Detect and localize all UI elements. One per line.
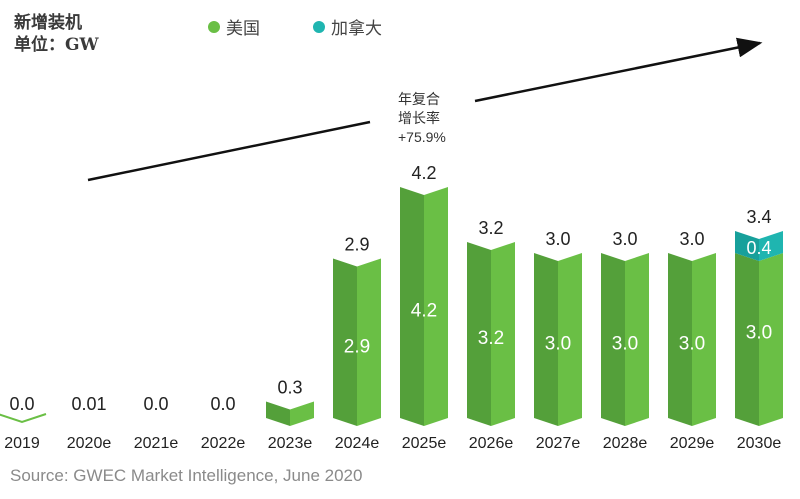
cagr-annotation: 年复合 增长率 +75.9% [398,90,446,147]
legend-label-us: 美国 [226,19,260,38]
bar-us-2029e-right-face [692,253,716,426]
total-label-2030e: 3.4 [746,207,771,227]
total-label-2027e: 3.0 [545,229,570,249]
bar-us-2026e-left-face [467,242,491,426]
total-label-2028e: 3.0 [612,229,637,249]
x-tick-label-2025e: 2025e [402,435,447,452]
total-label-2029e: 3.0 [679,229,704,249]
cagr-value: +75.9% [398,129,446,145]
bar-canada-2030e-left-face [735,231,759,261]
x-tick-label-2019: 2019 [4,435,40,452]
bar-canada-2030e-right-face [759,231,783,261]
total-label-2024e: 2.9 [344,235,369,255]
bar-us-2028e-right-face [625,253,649,426]
bar-us-2026e-right-face [491,242,515,426]
bar-us-2030e-right-face [759,253,783,426]
x-tick-label-2030e: 2030e [737,435,782,452]
total-label-2026e: 3.2 [478,218,503,238]
inner-label-us-2028e: 3.0 [612,334,638,355]
inner-label-canada-2030e: 0.4 [746,238,771,258]
title-line-1: 新增装机 [14,13,82,33]
bar-us-2024e-right-face [357,258,381,426]
x-tick-label-2027e: 2027e [536,435,581,452]
legend-label-canada: 加拿大 [331,19,382,38]
bar-us-2025e-left-face [400,187,424,426]
bar-us-2029e-left-face [668,253,692,426]
x-tick-label-2026e: 2026e [469,435,514,452]
legend-dot-canada-icon [313,20,325,33]
x-tick-label-2022e: 2022e [201,435,246,452]
inner-label-us-2030e: 3.0 [746,323,772,344]
cagr-line-2: 增长率 [398,110,440,126]
bar-us-2024e-left-face [333,258,357,426]
cagr-line-1: 年复合 [398,91,440,107]
legend-dot-us-icon [208,20,220,33]
bar-us-2019 [0,413,47,424]
inner-label-us-2026e: 3.2 [478,328,504,349]
bar-us-2027e-left-face [534,253,558,426]
total-label-2021e: 0.0 [143,394,168,414]
chart-title: 新增装机 单位：GW [14,12,99,56]
total-label-2019: 0.0 [9,394,34,414]
legend-item-us: 美国 [208,14,260,39]
inner-label-us-2024e: 2.9 [344,336,370,357]
bar-us-2023e-left-face [266,401,290,426]
x-tick-label-2024e: 2024e [335,435,380,452]
bar-us-2023e-right-face [290,401,314,426]
total-label-2022e: 0.0 [210,394,235,414]
inner-label-us-2029e: 3.0 [679,334,705,355]
bar-us-2025e-right-face [424,187,448,426]
x-tick-label-2023e: 2023e [268,435,313,452]
x-tick-label-2021e: 2021e [134,435,179,452]
legend-item-canada: 加拿大 [313,14,382,39]
bar-us-2030e-left-face [735,253,759,426]
total-label-2023e: 0.3 [277,378,302,398]
unit-label: 单位：GW [14,35,99,55]
x-tick-label-2028e: 2028e [603,435,648,452]
total-label-2020e: 0.01 [71,394,106,414]
growth-arrow-tail [87,120,371,182]
source-note: Source: GWEC Market Intelligence, June 2… [10,466,363,485]
x-tick-label-2020e: 2020e [67,435,112,452]
inner-label-us-2025e: 4.2 [411,301,437,322]
growth-arrow-head [474,37,763,103]
x-tick-label-2029e: 2029e [670,435,715,452]
total-label-2025e: 4.2 [411,163,436,183]
inner-label-us-2027e: 3.0 [545,334,571,355]
bar-us-2028e-left-face [601,253,625,426]
bar-us-2027e-right-face [558,253,582,426]
